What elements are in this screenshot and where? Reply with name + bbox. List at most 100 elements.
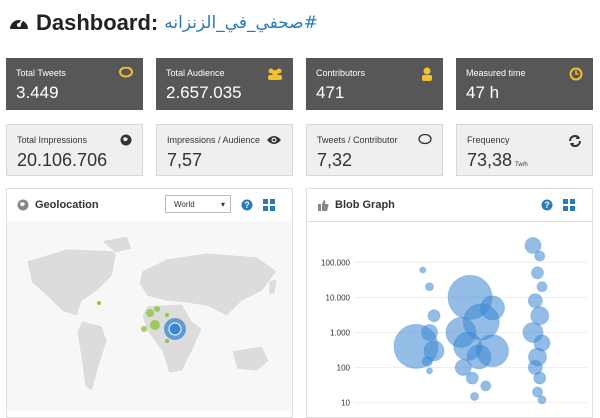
shape (150, 320, 160, 330)
shape (20, 202, 25, 207)
panel-title: Geolocation (35, 199, 99, 211)
shape (418, 134, 432, 145)
panel-title: Blob Graph (335, 199, 395, 211)
stat-label: Total Audience (166, 68, 225, 78)
shape (165, 313, 169, 317)
y-tick-label: 10.000 (326, 293, 351, 302)
shape (241, 199, 253, 211)
bubble (534, 250, 546, 262)
select-arrow: ▾ (220, 200, 225, 209)
grid-icon[interactable] (263, 199, 275, 211)
stat-card: Tweets / Contributor 7,32 (306, 124, 443, 176)
shape (165, 339, 169, 343)
y-tick-label: 100 (337, 364, 351, 373)
like-icon (318, 200, 329, 211)
globe-icon (120, 134, 132, 146)
shape: ? (244, 200, 250, 210)
shape (263, 206, 268, 211)
stat-label: Impressions / Audience (167, 135, 261, 145)
shape (569, 67, 583, 81)
y-tick-label: 1.000 (330, 328, 351, 337)
users-icon (268, 68, 282, 80)
stat-label: Total Tweets (16, 68, 66, 78)
shape (231, 345, 270, 372)
stat-card: Measured time 47 h (456, 58, 593, 110)
bubble (532, 386, 543, 398)
shape (422, 75, 432, 81)
stat-value: 7,57 (167, 150, 203, 170)
bubble (537, 395, 547, 405)
clock-icon (569, 67, 583, 81)
shape (154, 306, 160, 312)
shape (563, 206, 568, 211)
page: Dashboard {"header": {"title": "Dashboar… (6, 10, 593, 418)
bubble (524, 237, 542, 255)
bubble (533, 371, 547, 385)
shape (101, 235, 133, 254)
stat-card: Frequency 73,38 Tw/h (456, 124, 593, 176)
shape (141, 326, 147, 332)
world-map (7, 221, 292, 411)
shape (570, 199, 575, 204)
shape (263, 199, 268, 204)
stat-label: Tweets / Contributor (317, 135, 398, 145)
eye-icon (267, 136, 281, 144)
shape (272, 138, 276, 142)
title: Dashboard: (36, 10, 159, 35)
bubble (530, 306, 550, 326)
shape (138, 252, 278, 317)
shape (97, 301, 101, 305)
shape (119, 67, 133, 78)
stat-unit: Tw/h (515, 162, 528, 168)
bubble (421, 355, 433, 367)
shape (575, 70, 579, 75)
shape (268, 278, 278, 296)
shape (570, 206, 575, 211)
stat-card: Total Audience 2.657.035 (156, 58, 293, 110)
stat-label: Frequency (467, 135, 510, 145)
shape: ? (544, 200, 550, 210)
location-markers (97, 301, 186, 343)
blob-graph-panel: Blob Graph ? 100.000 10.000 1.000 100 10 (306, 188, 593, 418)
shape (18, 18, 24, 26)
shape (541, 199, 553, 211)
shape (270, 199, 275, 204)
shape (423, 67, 431, 75)
stat-card: Contributors 471 (306, 58, 443, 110)
shape (146, 309, 154, 317)
bubble (421, 323, 438, 341)
y-tick-label: 100.000 (321, 258, 350, 267)
blob-chart: 100.000 10.000 1.000 100 10 (321, 237, 587, 407)
bubble (527, 293, 543, 309)
hashtag[interactable]: #صحفي_في_الزنزانه (164, 13, 318, 33)
shape (563, 199, 568, 204)
stat-value: 2.657.035 (166, 83, 242, 102)
stat-card: Total Impressions 20.106.706 (6, 124, 143, 176)
bubble (454, 359, 472, 377)
bubble (419, 266, 427, 274)
shape (272, 70, 278, 76)
stat-value: 3.449 (16, 83, 59, 102)
y-tick-label: 10 (341, 399, 350, 407)
continents (26, 235, 278, 392)
stat-label: Contributors (316, 68, 366, 78)
dashboard-icon (10, 18, 28, 29)
dashboard: Dashboard: #صحفي_في_الزنزانه Total Tweet… (6, 10, 593, 418)
bubble (427, 309, 441, 323)
bubble (423, 340, 445, 362)
shape (270, 206, 275, 211)
help-icon[interactable]: ? (541, 199, 553, 211)
shape (76, 320, 108, 392)
help-icon[interactable]: ? (241, 199, 253, 211)
region-select[interactable]: World ▾ (165, 195, 231, 213)
panel-header: Blob Graph (307, 189, 592, 222)
stat-label: Measured time (466, 68, 526, 78)
stat-label: Total Impressions (17, 135, 88, 145)
grid-icon[interactable] (563, 199, 575, 211)
bubble (465, 371, 479, 385)
shape (318, 200, 329, 211)
refresh-icon (569, 135, 581, 147)
stat-value: 471 (316, 83, 345, 102)
shape (26, 248, 118, 317)
user-icon (422, 67, 432, 81)
